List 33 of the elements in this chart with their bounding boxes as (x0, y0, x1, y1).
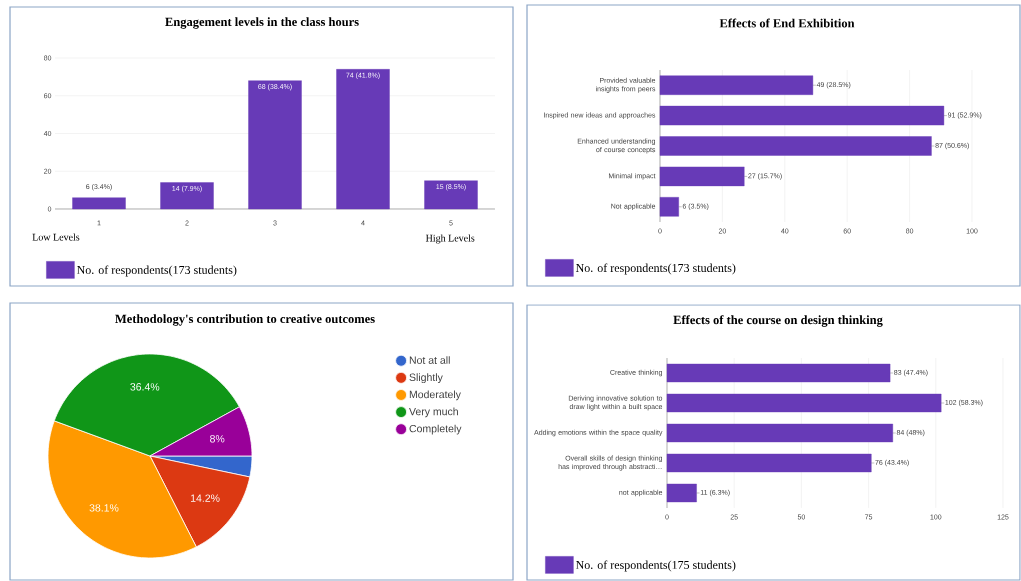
chart-title: Effects of the course on design thinking (673, 315, 883, 327)
bar (666, 393, 942, 413)
bar (160, 182, 214, 210)
chart-title: Effects of End Exhibition (719, 18, 855, 28)
bar (659, 197, 679, 217)
legend-label: No. of respondents(173 students) (76, 265, 237, 277)
chart-title: Engagement levels in the class hours (165, 17, 359, 29)
bar (659, 166, 745, 187)
bar (666, 423, 893, 443)
legend-label: Slightly (409, 373, 443, 384)
legend-label: Not at all (409, 356, 450, 364)
bar (336, 69, 390, 210)
data-label: 38.1% (89, 504, 119, 512)
text: Low Levels (32, 233, 80, 241)
chart-title: Methodology's contribution to creative outcomes (115, 314, 375, 326)
legend-label: No. of respondents(175 students) (575, 560, 736, 572)
legend-label: No. of respondents(173 students) (575, 263, 736, 275)
legend-label: Very much (409, 407, 458, 418)
bar (659, 75, 814, 95)
legend-label: Completely (409, 424, 462, 435)
bar (666, 483, 697, 503)
bar (72, 197, 126, 210)
bar (666, 453, 872, 473)
data-label: 14.2% (190, 494, 220, 502)
bar (659, 136, 932, 156)
data-label: 8% (210, 435, 225, 443)
data-label: 36.4% (130, 383, 160, 391)
legend-label: Moderately (409, 390, 461, 401)
text: High Levels (425, 234, 475, 244)
bar (666, 363, 891, 383)
bar (659, 105, 945, 126)
bar (424, 180, 478, 210)
bar (248, 80, 302, 210)
